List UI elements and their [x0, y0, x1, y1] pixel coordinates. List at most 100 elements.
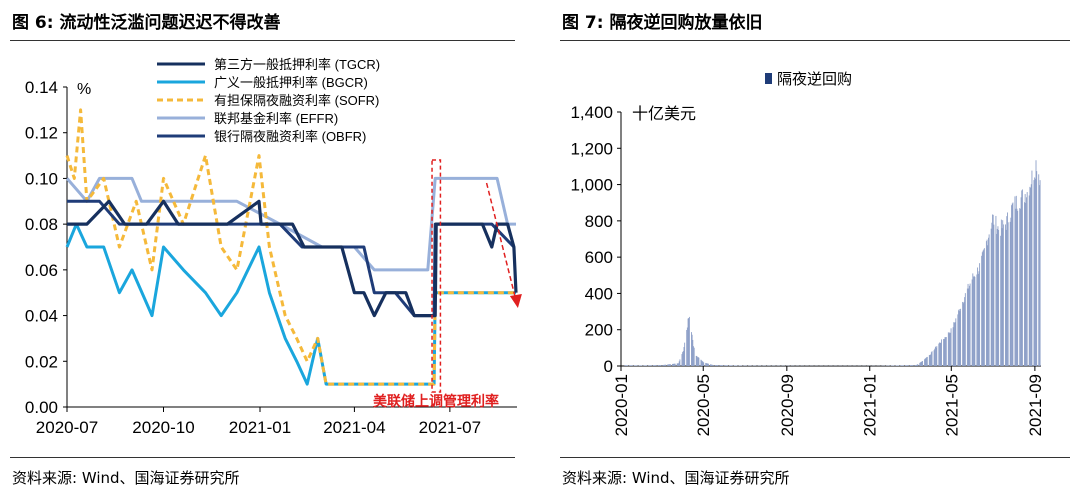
- bar: [697, 357, 699, 366]
- bar: [684, 342, 686, 366]
- left-unit-label: %: [77, 81, 91, 98]
- bar: [624, 365, 626, 366]
- bar: [982, 250, 984, 366]
- bar: [1026, 197, 1027, 366]
- bar: [635, 365, 637, 366]
- bar: [940, 342, 942, 366]
- bar: [926, 356, 928, 366]
- bar: [1014, 196, 1016, 366]
- bar: [915, 365, 917, 366]
- bar: [686, 327, 688, 366]
- right-y-tick-label: 400: [585, 284, 613, 303]
- bar: [714, 365, 716, 366]
- bar: [936, 346, 938, 366]
- bar: [706, 363, 708, 366]
- left-y-tick-label: 0.12: [25, 124, 58, 143]
- bar: [657, 365, 659, 366]
- bar: [736, 365, 738, 366]
- bar: [992, 214, 994, 366]
- left-series-group: [65, 108, 518, 386]
- bar: [646, 365, 648, 366]
- left-line-chart: 0.00 0.02 0.04 0.06 0.08 0.10 0.12 0.14 2020-07 2…: [25, 57, 522, 437]
- bar: [735, 365, 737, 366]
- legend-swatch-rrp: [765, 73, 772, 84]
- bar: [640, 365, 642, 366]
- bar: [641, 365, 643, 366]
- bar: [1038, 174, 1040, 366]
- bar: [967, 283, 969, 366]
- bar: [957, 314, 959, 366]
- bar: [701, 361, 703, 366]
- bar: [1016, 208, 1018, 366]
- bar: [907, 365, 909, 366]
- bar: [677, 363, 679, 366]
- left-x-tick-label: 2021-01: [229, 418, 291, 437]
- bar: [658, 365, 660, 366]
- bar: [898, 365, 900, 366]
- bar: [720, 365, 722, 366]
- bar: [1002, 220, 1004, 366]
- bar: [895, 365, 897, 366]
- right-y-tick-label: 200: [585, 321, 613, 340]
- bar: [643, 365, 645, 366]
- right-x-tick-label: 2021-05: [942, 374, 961, 436]
- bar: [659, 365, 660, 366]
- right-y-tick-label: 1,400: [570, 103, 613, 122]
- bar: [691, 332, 692, 366]
- bar: [924, 359, 926, 366]
- bar: [1007, 212, 1008, 366]
- bar: [660, 365, 662, 366]
- series-line-effr: [65, 176, 516, 272]
- bar: [669, 364, 671, 366]
- bar: [726, 365, 728, 366]
- bar: [1019, 208, 1021, 366]
- bar: [971, 279, 973, 366]
- bar: [703, 362, 705, 366]
- bar: [968, 285, 970, 366]
- left-x-tick-label: 2021-04: [323, 418, 385, 437]
- bar: [716, 365, 718, 366]
- bar: [1028, 195, 1030, 366]
- bar: [682, 352, 684, 366]
- bar: [711, 364, 713, 366]
- bar: [688, 316, 690, 366]
- bar: [698, 357, 700, 366]
- bar: [993, 224, 995, 366]
- bar: [952, 327, 954, 366]
- bar: [901, 365, 903, 366]
- right-source-note: 资料来源: Wind、国海证券研究所: [562, 469, 790, 487]
- bar: [926, 357, 928, 366]
- bar: [1005, 229, 1007, 366]
- bar: [983, 249, 985, 366]
- bar: [1000, 235, 1002, 366]
- bar: [996, 233, 998, 366]
- bar: [650, 365, 652, 366]
- bar: [727, 365, 728, 366]
- bar: [979, 263, 981, 366]
- bar: [929, 354, 931, 366]
- bar: [667, 364, 669, 366]
- series-line-sofr: [65, 108, 516, 386]
- bar: [1011, 205, 1012, 366]
- bar: [640, 365, 641, 366]
- bar: [1015, 208, 1017, 366]
- bar: [639, 365, 641, 366]
- bar: [644, 365, 646, 366]
- bar: [710, 364, 712, 366]
- bar: [679, 359, 681, 366]
- bar: [931, 351, 933, 366]
- left-source-rule: [10, 457, 515, 458]
- bar: [948, 333, 950, 366]
- bar: [730, 365, 732, 366]
- bar: [1024, 202, 1025, 366]
- bar: [949, 332, 951, 366]
- bar: [648, 365, 650, 366]
- bar: [1029, 186, 1031, 366]
- bar: [983, 248, 985, 366]
- left-axes: 0.00 0.02 0.04 0.06 0.08 0.10 0.12 0.14 2020-07 2…: [25, 78, 517, 437]
- bar: [625, 365, 627, 366]
- bar: [911, 365, 913, 366]
- bar: [945, 337, 947, 366]
- right-y-tick-label: 0: [604, 357, 613, 376]
- right-y-tick-label: 1,000: [570, 176, 613, 195]
